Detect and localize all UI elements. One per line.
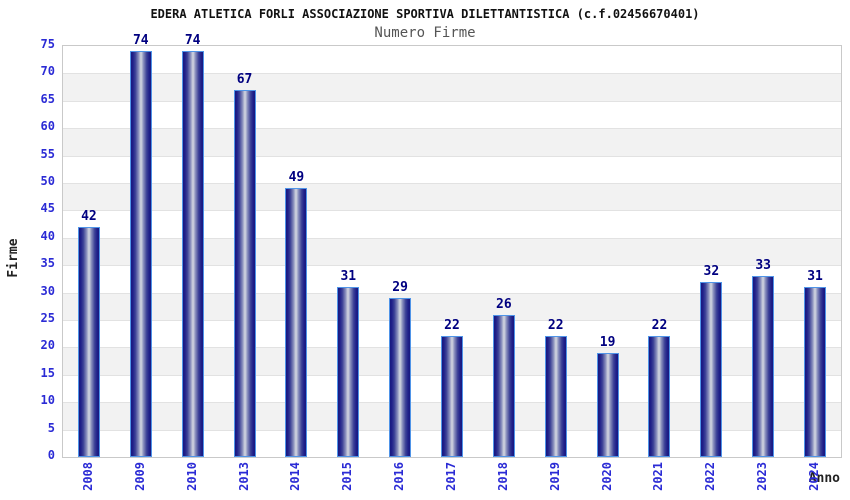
grid-line	[63, 155, 841, 157]
bar-value-label: 22	[547, 318, 564, 334]
plot-band	[63, 237, 841, 266]
y-tick-label: 15	[40, 365, 55, 380]
grid-line	[63, 292, 841, 294]
plot-band	[63, 100, 841, 129]
y-tick-label: 0	[47, 448, 55, 462]
chart-title: EDERA ATLETICA FORLI ASSOCIAZIONE SPORTI…	[150, 7, 700, 21]
grid-line	[63, 128, 841, 130]
x-tick-label: 2023	[755, 462, 770, 491]
bar	[129, 51, 152, 457]
bar	[389, 298, 412, 457]
grid-line	[63, 237, 841, 239]
bar-value-label: 74	[132, 33, 149, 49]
x-tick-label: 2019	[547, 462, 562, 491]
x-tick-label: 2014	[288, 462, 303, 491]
bar	[285, 188, 308, 457]
x-tick-label: 2008	[80, 462, 95, 491]
y-tick-label: 50	[40, 174, 55, 188]
bar-value-label: 22	[444, 318, 460, 334]
plot-band	[63, 128, 841, 156]
grid-line	[63, 265, 841, 267]
bar-value-label: 49	[288, 170, 305, 186]
plot-band	[63, 155, 841, 183]
grid-line	[63, 210, 841, 212]
bar-value-label: 31	[340, 269, 357, 285]
bar-value-label: 32	[703, 263, 720, 279]
y-tick-label: 70	[40, 64, 55, 79]
bar-value-label: 42	[81, 208, 97, 224]
plot-area: 42 74 74 67 49 31 29 22 26 22 19 22 32 33 31	[62, 34, 842, 458]
x-tick-label: 2017	[444, 462, 458, 491]
grid-line	[63, 320, 841, 321]
bar	[544, 336, 567, 457]
x-tick-label: 2022	[703, 462, 718, 491]
y-tick-label: 20	[40, 338, 55, 353]
y-tick-label: 65	[40, 91, 55, 106]
bar	[700, 281, 723, 457]
plot-band	[63, 210, 841, 238]
chart-subtitle: Numero Firme	[374, 25, 476, 41]
y-tick-label: 35	[40, 256, 55, 271]
x-tick-label: 2010	[184, 462, 199, 491]
x-tick-label: 2015	[340, 462, 355, 491]
bar-value-label: 29	[392, 280, 408, 296]
bar	[804, 287, 827, 457]
x-tick-label: 2013	[236, 462, 251, 491]
bar	[596, 352, 619, 457]
bar	[752, 276, 775, 457]
x-tick-label: 2020	[599, 462, 614, 491]
x-tick-label: 2024	[807, 462, 822, 491]
bar-value-label: 19	[599, 334, 616, 350]
bar	[233, 89, 256, 457]
bar-value-label: 26	[496, 296, 512, 312]
grid-line	[63, 183, 841, 184]
y-tick-label: 40	[40, 228, 55, 243]
grid-line	[63, 73, 841, 75]
y-tick-label: 45	[40, 201, 55, 216]
y-tick-label: 75	[40, 37, 55, 51]
bar-value-label: 67	[236, 71, 253, 87]
bar	[648, 336, 671, 457]
x-tick-label: 2021	[651, 462, 666, 491]
bar	[441, 336, 463, 457]
x-tick-label: 2016	[392, 462, 407, 491]
bar-value-label: 74	[184, 33, 201, 49]
bar	[181, 51, 204, 457]
plot-band	[63, 292, 841, 320]
y-tick-label: 25	[40, 311, 55, 325]
y-tick-label: 55	[40, 146, 55, 161]
y-tick-label: 30	[40, 283, 55, 298]
x-tick-label: 2009	[132, 462, 147, 491]
y-tick-label: 10	[40, 393, 55, 408]
bar-value-label: 33	[755, 258, 772, 274]
bar	[77, 226, 100, 457]
plot-band	[63, 73, 841, 101]
plot-band	[63, 46, 841, 74]
bar	[337, 287, 360, 457]
y-tick-label: 5	[47, 420, 55, 435]
bar-value-label: 31	[807, 269, 823, 285]
x-axis-label: Anno	[808, 471, 840, 486]
grid-line	[63, 100, 841, 102]
bar	[492, 314, 515, 457]
x-tick-label: 2018	[495, 462, 510, 491]
plot-band	[63, 183, 841, 211]
bar-value-label: 22	[651, 318, 668, 334]
y-tick-label: 60	[40, 119, 55, 134]
